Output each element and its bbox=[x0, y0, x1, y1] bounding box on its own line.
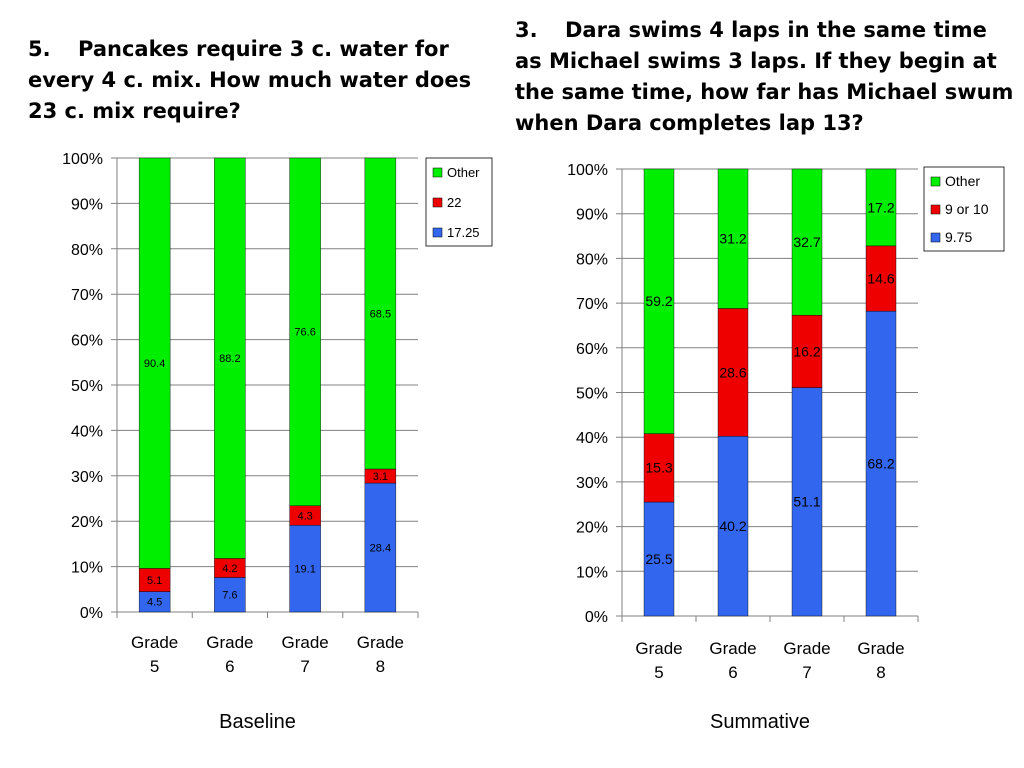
baseline-y-tick-label: 0% bbox=[80, 605, 103, 622]
baseline-bar-segment bbox=[289, 157, 321, 506]
summative-legend-swatch bbox=[930, 176, 941, 187]
baseline-category-label: Grade 7 bbox=[282, 633, 329, 676]
baseline-legend-label: 22 bbox=[447, 195, 461, 210]
baseline-data-label: 4.2 bbox=[222, 563, 237, 575]
question-3-number: 3. bbox=[515, 18, 538, 42]
baseline-legend-swatch bbox=[432, 167, 443, 178]
summative-y-tick-label: 10% bbox=[576, 564, 608, 581]
question-5: 5. Pancakes require 3 c. water for every … bbox=[28, 34, 498, 127]
baseline-data-label: 4.5 bbox=[147, 597, 162, 609]
summative-y-tick-label: 100% bbox=[567, 162, 608, 179]
summative-data-label: 68.2 bbox=[867, 455, 894, 471]
baseline-legend-swatch bbox=[432, 197, 443, 208]
baseline-bar-segment bbox=[214, 577, 246, 613]
summative-y-tick-label: 20% bbox=[576, 520, 608, 537]
baseline-y-tick-label: 80% bbox=[71, 242, 103, 259]
baseline-data-label: 5.1 bbox=[147, 575, 162, 587]
summative-bar-segment bbox=[791, 314, 823, 388]
summative-y-tick-label: 70% bbox=[576, 296, 608, 313]
summative-y-tick-label: 80% bbox=[576, 251, 608, 268]
summative-y-tick-label: 60% bbox=[576, 341, 608, 358]
summative-data-label: 17.2 bbox=[867, 199, 894, 215]
summative-bar-segment bbox=[643, 501, 675, 617]
baseline-y-tick-label: 50% bbox=[71, 378, 103, 395]
summative-category-label: Grade 6 bbox=[709, 639, 756, 682]
summative-data-label: 51.1 bbox=[793, 494, 820, 510]
baseline-category-label: Grade 8 bbox=[357, 633, 404, 676]
summative-category-label: Grade 5 bbox=[635, 639, 682, 682]
summative-bar-segment bbox=[865, 245, 897, 312]
baseline-data-label: 7.6 bbox=[222, 590, 237, 602]
summative-bar-segment bbox=[717, 168, 749, 309]
baseline-category-label: Grade 5 bbox=[131, 633, 178, 676]
summative-legend-label: Other bbox=[945, 173, 980, 189]
baseline-data-label: 19.1 bbox=[294, 563, 315, 575]
summative-data-label: 16.2 bbox=[793, 343, 820, 359]
summative-chart-title: Summative bbox=[710, 711, 810, 733]
question-3-text: Dara swims 4 laps in the same time as Mi… bbox=[515, 18, 1014, 135]
summative-bar-segment bbox=[717, 436, 749, 617]
baseline-legend-label: Other bbox=[447, 165, 480, 180]
baseline-data-label: 4.3 bbox=[297, 510, 312, 522]
baseline-y-tick-label: 20% bbox=[71, 514, 103, 531]
baseline-category-label: Grade 6 bbox=[206, 633, 253, 676]
baseline-y-tick-label: 60% bbox=[71, 333, 103, 350]
baseline-legend-label: 17.25 bbox=[447, 225, 480, 240]
summative-y-tick-label: 30% bbox=[576, 475, 608, 492]
summative-data-label: 40.2 bbox=[719, 518, 746, 534]
summative-category-label: Grade 7 bbox=[783, 639, 830, 682]
summative-data-label: 32.7 bbox=[793, 234, 820, 250]
baseline-bar-segment bbox=[138, 157, 171, 569]
summative-data-label: 28.6 bbox=[719, 364, 746, 380]
summative-y-tick-label: 40% bbox=[576, 430, 608, 447]
question-5-text: Pancakes require 3 c. water for every 4 … bbox=[28, 37, 472, 123]
summative-data-label: 25.5 bbox=[645, 551, 672, 567]
baseline-chart-title: Baseline bbox=[219, 711, 296, 733]
baseline-data-label: 3.1 bbox=[373, 471, 388, 483]
summative-legend-swatch bbox=[930, 204, 941, 215]
summative-data-label: 15.3 bbox=[645, 460, 672, 476]
baseline-y-tick-label: 10% bbox=[71, 560, 103, 577]
baseline-y-tick-label: 40% bbox=[71, 423, 103, 440]
summative-bar-segment bbox=[643, 433, 675, 503]
summative-bar-segment bbox=[717, 308, 749, 437]
baseline-y-tick-label: 100% bbox=[62, 151, 103, 168]
baseline-legend-swatch bbox=[432, 227, 443, 238]
summative-bar-segment bbox=[791, 387, 823, 617]
summative-bar-segment bbox=[865, 310, 897, 617]
baseline-data-label: 76.6 bbox=[294, 327, 315, 339]
baseline-bar-segment bbox=[289, 525, 321, 613]
baseline-data-label: 90.4 bbox=[144, 358, 165, 370]
baseline-data-label: 88.2 bbox=[219, 353, 240, 365]
summative-bar-segment bbox=[643, 168, 675, 434]
baseline-bar-segment bbox=[214, 157, 246, 559]
summative-bar-segment bbox=[865, 168, 897, 247]
baseline-data-label: 28.4 bbox=[370, 542, 391, 554]
summative-y-tick-label: 50% bbox=[576, 386, 608, 403]
summative-y-tick-label: 0% bbox=[585, 609, 608, 626]
question-3: 3. Dara swims 4 laps in the same time as … bbox=[515, 15, 1015, 139]
summative-legend-label: 9 or 10 bbox=[945, 201, 989, 217]
summative-data-label: 31.2 bbox=[719, 231, 746, 247]
question-5-number: 5. bbox=[28, 37, 51, 61]
baseline-data-label: 68.5 bbox=[370, 308, 391, 320]
summative-category-label: Grade 8 bbox=[857, 639, 904, 682]
summative-y-tick-label: 90% bbox=[576, 207, 608, 224]
baseline-y-tick-label: 90% bbox=[71, 196, 103, 213]
summative-data-label: 59.2 bbox=[645, 293, 672, 309]
summative-bar-segment bbox=[791, 168, 823, 316]
summative-legend-label: 9.75 bbox=[945, 229, 972, 245]
baseline-y-tick-label: 70% bbox=[71, 287, 103, 304]
baseline-bar-segment bbox=[364, 157, 397, 470]
summative-data-label: 14.6 bbox=[867, 270, 894, 286]
baseline-y-tick-label: 30% bbox=[71, 469, 103, 486]
summative-legend-swatch bbox=[930, 232, 941, 243]
